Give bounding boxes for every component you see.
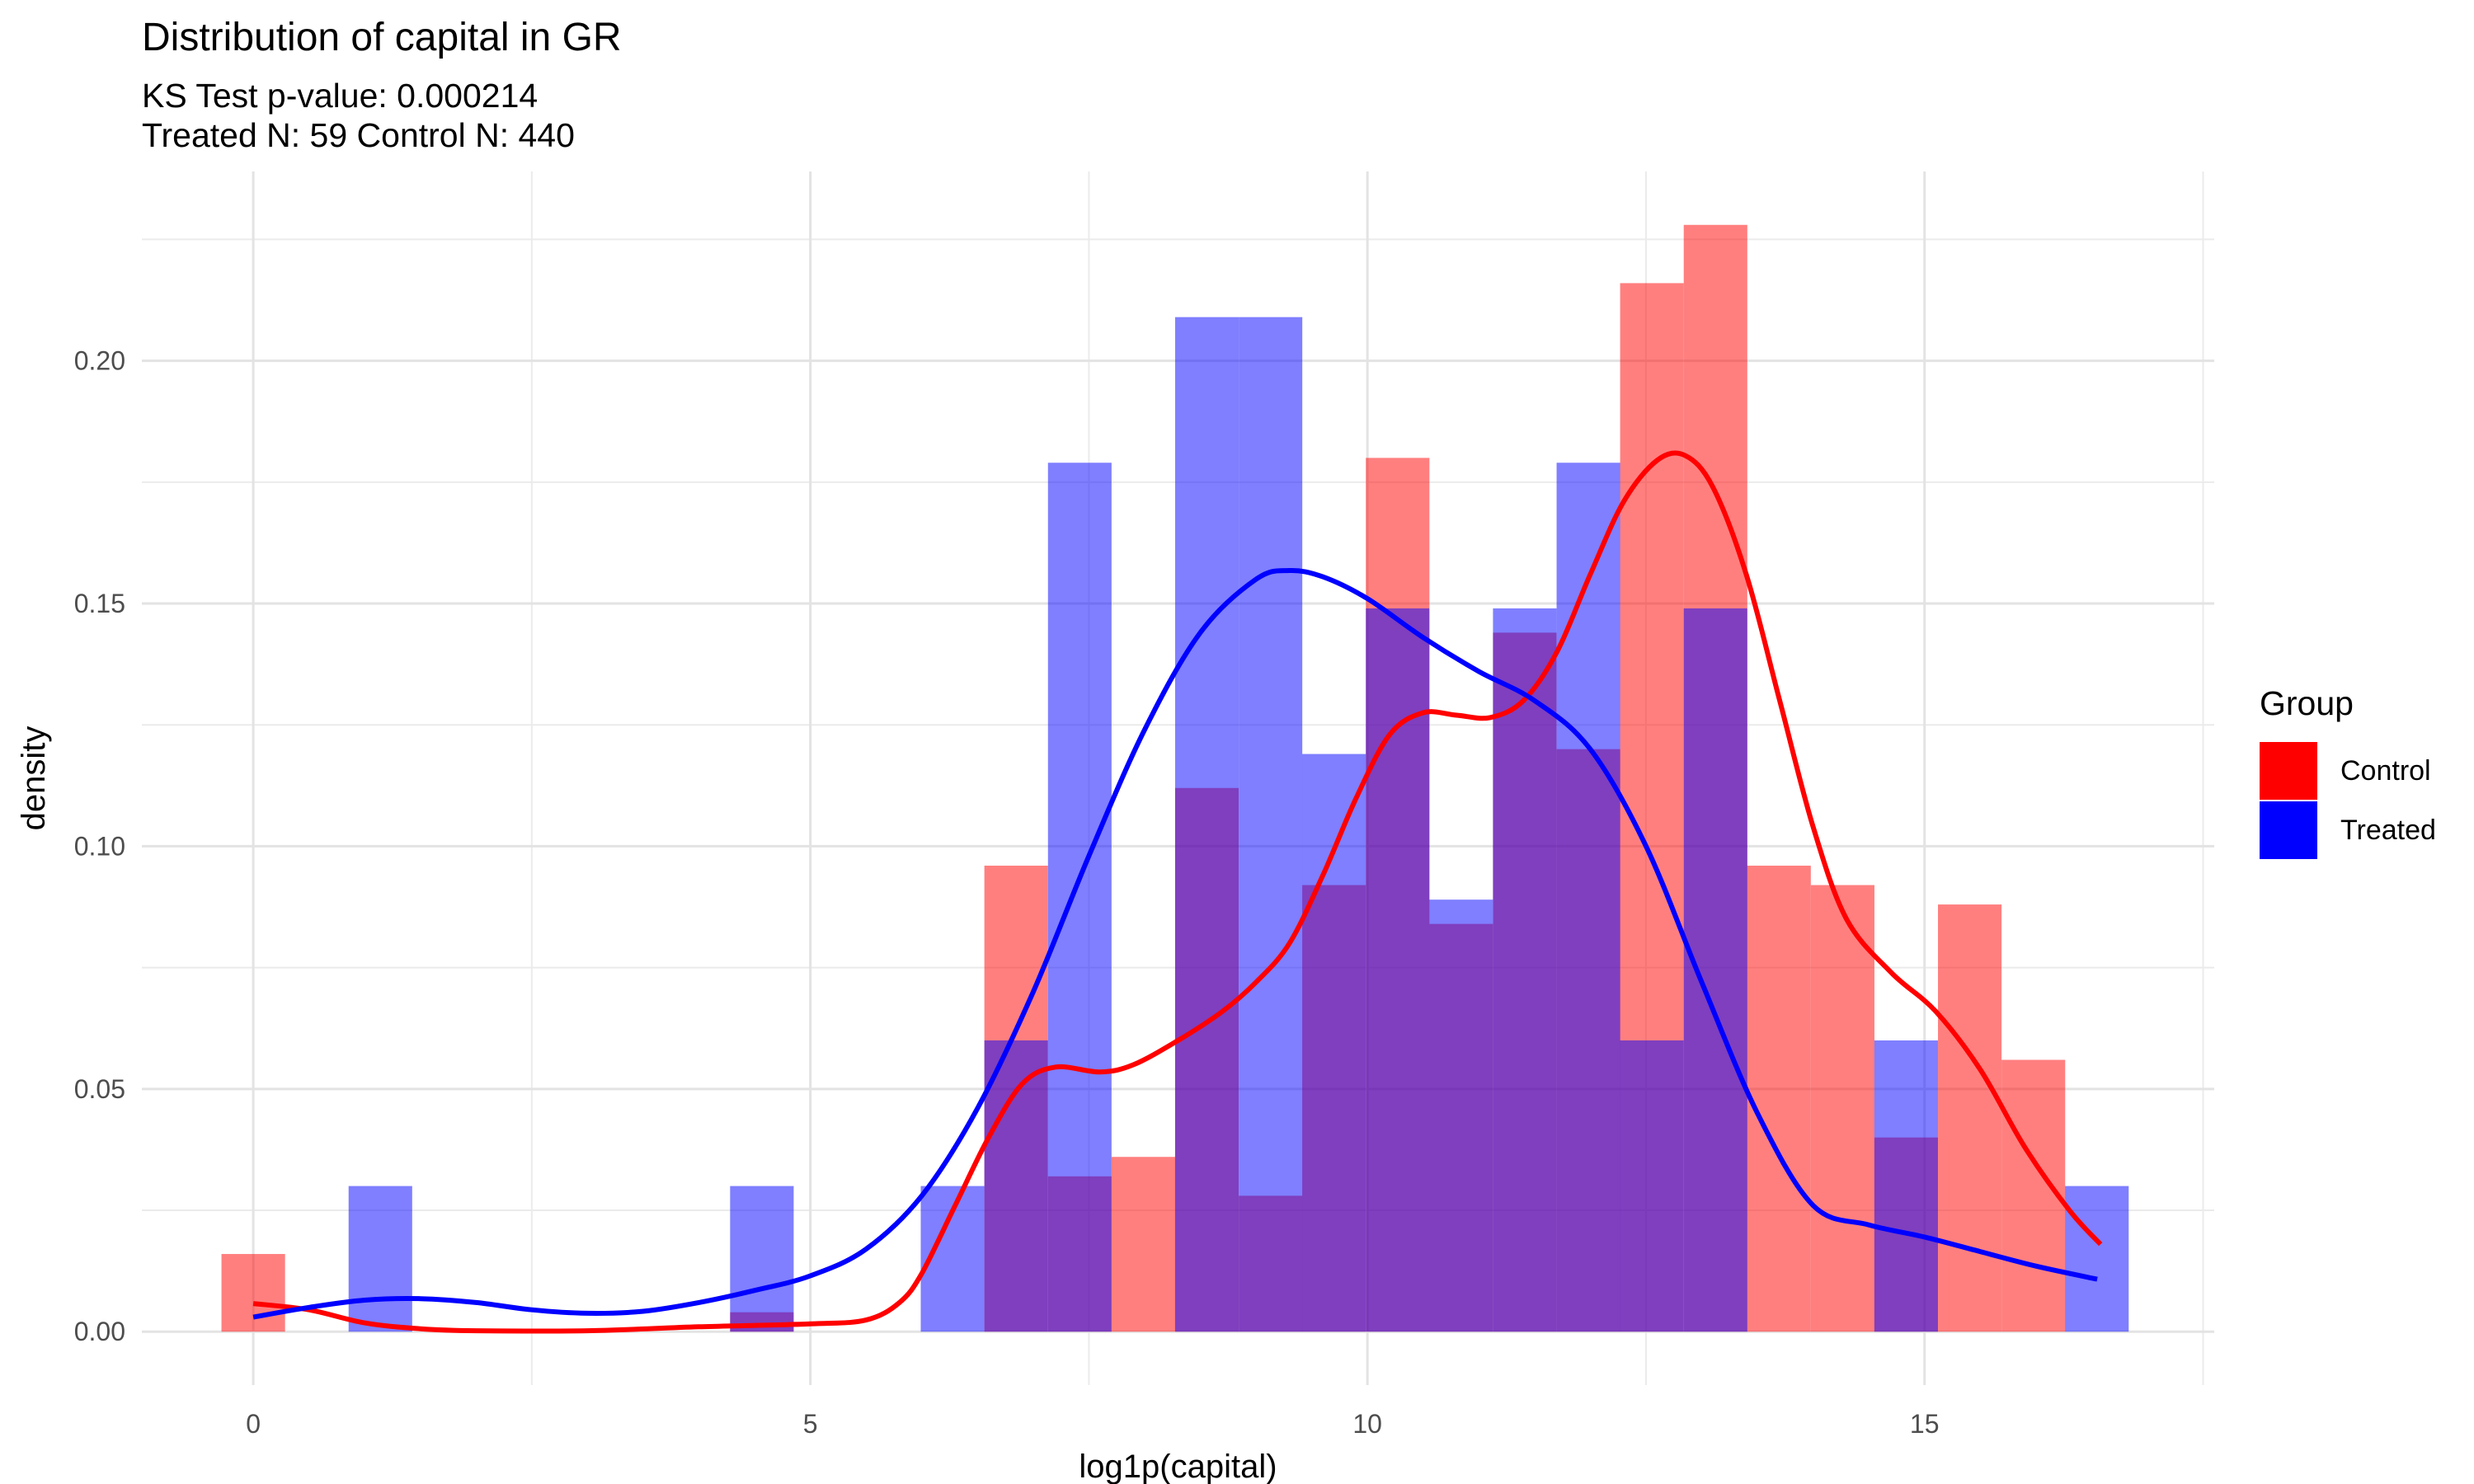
x-axis-title: log1p(capital): [1079, 1449, 1277, 1484]
y-tick-label: 0.05: [74, 1074, 125, 1104]
bar-treated: [1683, 608, 1747, 1332]
density-line-control: [252, 450, 2103, 1334]
bar-control: [2001, 1059, 2066, 1332]
bar-treated: [1047, 463, 1112, 1332]
subtitle-line-n: Treated N: 59 Control N: 440: [142, 116, 575, 154]
bar-control: [221, 1254, 285, 1332]
subtitle-line-ks: KS Test p-value: 0.000214: [142, 77, 539, 115]
legend-item-control: Control: [2260, 741, 2436, 801]
bar-treated: [730, 1186, 794, 1332]
bar-treated: [1556, 463, 1620, 1332]
histogram-bars: [221, 224, 2129, 1332]
bar-control: [1810, 885, 1874, 1332]
bar-treated: [1429, 899, 1493, 1332]
bar-treated: [1239, 317, 1303, 1332]
x-tick-label: 0: [246, 1409, 261, 1439]
bar-treated: [348, 1186, 412, 1332]
x-tick-label: 15: [1910, 1409, 1940, 1439]
x-tick-label: 10: [1352, 1409, 1382, 1439]
bar-treated: [1174, 317, 1239, 1332]
legend-key-treated: [2260, 801, 2317, 859]
chart-subtitle: KS Test p-value: 0.000214 Treated N: 59 …: [142, 76, 575, 155]
legend-title: Group: [2260, 684, 2354, 722]
bar-treated: [1366, 608, 1430, 1332]
tick-labels: 0 5 10 15 0.00 0.05 0.10 0.15 0.20: [74, 346, 1940, 1439]
density-line-treated: [252, 567, 2098, 1320]
legend-label-treated: Treated: [2340, 814, 2436, 846]
density-curves: [252, 450, 2103, 1334]
x-tick-label: 5: [803, 1409, 818, 1439]
y-tick-label: 0.15: [74, 589, 125, 618]
bar-treated: [984, 1040, 1048, 1332]
legend: Group Control Treated: [2260, 684, 2436, 860]
chart-title: Distribution of capital in GR: [142, 16, 622, 59]
bar-treated: [1493, 608, 1557, 1332]
y-tick-label: 0.10: [74, 831, 125, 861]
y-tick-label: 0.00: [74, 1317, 125, 1346]
y-tick-label: 0.20: [74, 346, 125, 376]
bar-control: [1747, 865, 1811, 1332]
bar-treated: [2065, 1186, 2129, 1332]
legend-label-control: Control: [2340, 754, 2431, 787]
y-axis-title: density: [16, 726, 52, 831]
bar-treated: [1874, 1040, 1938, 1332]
legend-key-control: [2260, 742, 2317, 800]
bar-control: [1938, 904, 2002, 1332]
bar-treated: [1620, 1040, 1684, 1332]
bar-treated: [1302, 754, 1366, 1332]
bar-control: [1111, 1157, 1176, 1332]
legend-item-treated: Treated: [2260, 801, 2436, 860]
